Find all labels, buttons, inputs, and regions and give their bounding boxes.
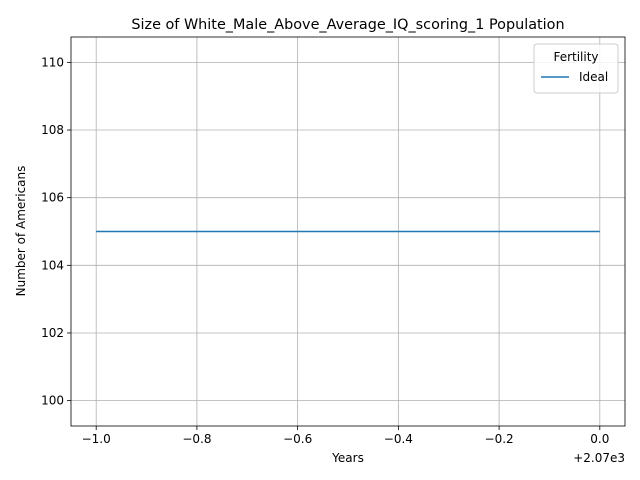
legend: Fertility Ideal <box>533 43 619 94</box>
x-axis-label: Years <box>331 451 364 465</box>
x-tick-label: −0.4 <box>384 432 413 446</box>
x-tick-label: 0.0 <box>590 432 609 446</box>
legend-title: Fertility <box>553 50 598 64</box>
x-tick-label: −1.0 <box>82 432 111 446</box>
x-tick-label: −0.2 <box>485 432 514 446</box>
x-axis-ticks: −1.0 −0.8 −0.6 −0.4 −0.2 0.0 <box>82 426 609 446</box>
chart-title: Size of White_Male_Above_Average_IQ_scor… <box>131 17 564 33</box>
y-tick-label: 100 <box>41 394 64 408</box>
y-tick-label: 104 <box>41 258 64 272</box>
x-axis-offset-text: +2.07e3 <box>573 451 625 465</box>
legend-box <box>533 43 619 94</box>
y-tick-label: 108 <box>41 123 64 137</box>
x-tick-label: −0.8 <box>182 432 211 446</box>
y-axis-ticks: 100 102 104 106 108 110 <box>41 55 71 408</box>
legend-label: Ideal <box>579 70 608 84</box>
y-tick-label: 106 <box>41 191 64 205</box>
y-axis-label: Number of Americans <box>14 166 28 297</box>
plot-frame <box>70 36 626 427</box>
x-tick-label: −0.6 <box>283 432 312 446</box>
y-tick-label: 110 <box>41 55 64 69</box>
y-tick-label: 102 <box>41 326 64 340</box>
